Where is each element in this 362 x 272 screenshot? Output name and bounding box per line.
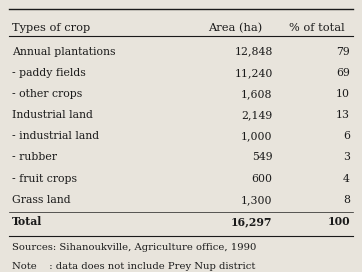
Text: 13: 13 xyxy=(336,110,350,120)
Text: 8: 8 xyxy=(343,195,350,205)
Text: Area (ha): Area (ha) xyxy=(208,23,262,34)
Text: Sources: Sihanoukville, Agriculture office, 1990: Sources: Sihanoukville, Agriculture offi… xyxy=(12,243,257,252)
Text: - rubber: - rubber xyxy=(12,152,57,162)
Text: - paddy fields: - paddy fields xyxy=(12,68,86,78)
Text: 100: 100 xyxy=(327,216,350,227)
Text: 549: 549 xyxy=(252,152,273,162)
Text: Grass land: Grass land xyxy=(12,195,71,205)
Text: - industrial land: - industrial land xyxy=(12,131,99,141)
Text: 600: 600 xyxy=(252,174,273,184)
Text: 16,297: 16,297 xyxy=(231,216,273,227)
Text: 2,149: 2,149 xyxy=(241,110,273,120)
Text: 1,300: 1,300 xyxy=(241,195,273,205)
Text: 1,608: 1,608 xyxy=(241,89,273,99)
Text: 12,848: 12,848 xyxy=(234,47,273,57)
Text: 4: 4 xyxy=(343,174,350,184)
Text: 11,240: 11,240 xyxy=(234,68,273,78)
Text: - fruit crops: - fruit crops xyxy=(12,174,77,184)
Text: Industrial land: Industrial land xyxy=(12,110,93,120)
Text: Types of crop: Types of crop xyxy=(12,23,90,33)
Text: % of total: % of total xyxy=(289,23,344,33)
Text: 1,000: 1,000 xyxy=(241,131,273,141)
Text: 69: 69 xyxy=(336,68,350,78)
Text: 6: 6 xyxy=(343,131,350,141)
Text: Note    : data does not include Prey Nup district: Note : data does not include Prey Nup di… xyxy=(12,262,256,271)
Text: 10: 10 xyxy=(336,89,350,99)
Text: 3: 3 xyxy=(343,152,350,162)
Text: 79: 79 xyxy=(336,47,350,57)
Text: Total: Total xyxy=(12,216,43,227)
Text: Annual plantations: Annual plantations xyxy=(12,47,116,57)
Text: - other crops: - other crops xyxy=(12,89,83,99)
